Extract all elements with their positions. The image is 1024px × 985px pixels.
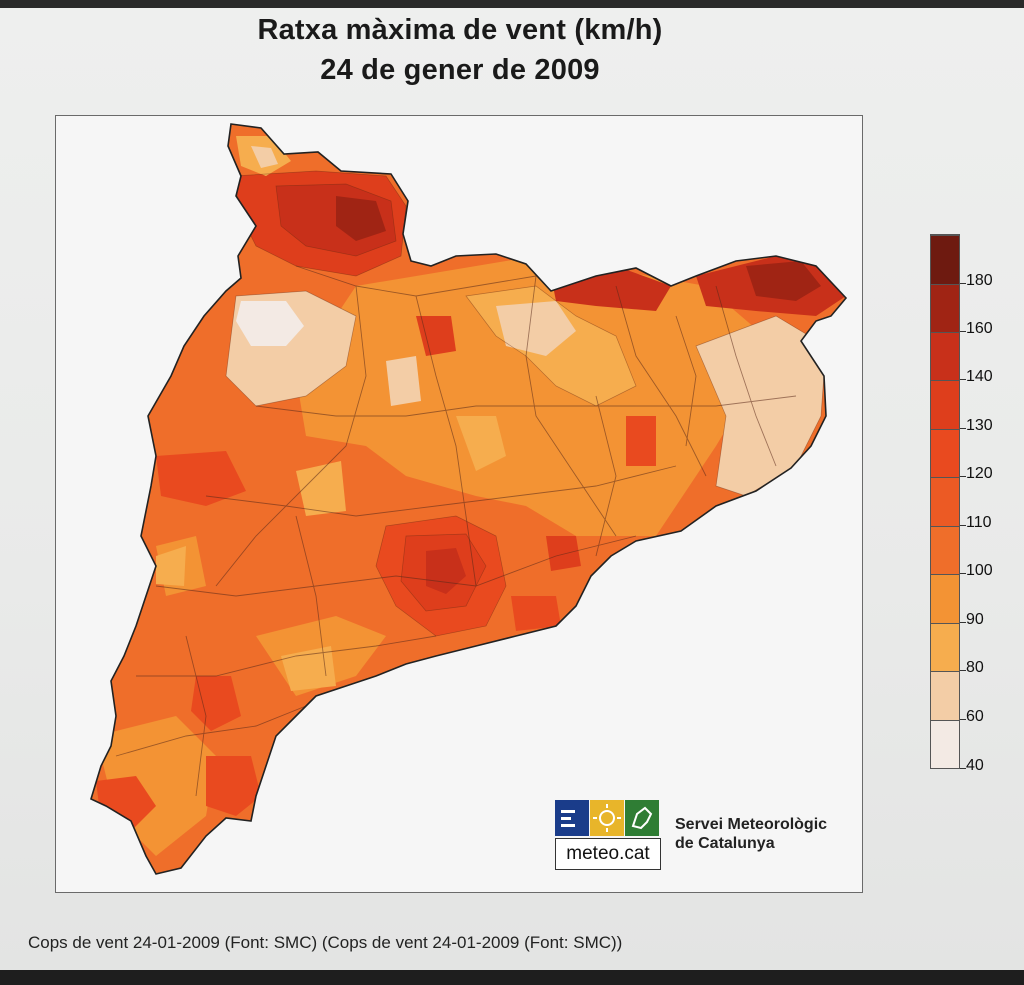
legend-tick xyxy=(960,573,966,574)
legend-label-90: 90 xyxy=(966,611,984,628)
field-130-140-maresme xyxy=(546,536,581,571)
map-date: 24 de gener de 2009 xyxy=(320,54,600,86)
legend-tick xyxy=(960,768,966,769)
field-80-90-coast xyxy=(281,646,336,691)
field-160-180-aran xyxy=(336,196,386,241)
legend-label-80: 80 xyxy=(966,659,984,676)
legend-label-160: 160 xyxy=(966,320,993,337)
comarca-boundaries xyxy=(115,265,797,797)
field-130-140-osona xyxy=(416,316,456,356)
legend-label-180: 180 xyxy=(966,272,993,289)
legend-bin-10 xyxy=(931,720,959,768)
legend-bin-9 xyxy=(931,671,959,720)
field-80-90-islet xyxy=(296,461,346,516)
legend-tick xyxy=(960,719,966,720)
field-120-130-barcelona xyxy=(511,596,561,631)
legend-tick xyxy=(960,428,966,429)
wind-gust-map xyxy=(90,123,848,875)
legend-bin-5 xyxy=(931,477,959,526)
field-120-130-prades xyxy=(191,676,241,731)
legend-label-40: 40 xyxy=(966,757,984,774)
sun-icon xyxy=(590,800,624,836)
legend-tick xyxy=(960,525,966,526)
organization-name: Servei Meteorològic de Catalunya xyxy=(675,815,827,853)
legend-tick xyxy=(960,670,966,671)
field-60-80-east xyxy=(696,316,826,496)
field-80-90-west xyxy=(156,546,186,586)
screen-top-edge xyxy=(0,0,1024,8)
legend-bin-4 xyxy=(931,429,959,477)
legend-bin-6 xyxy=(931,526,959,574)
screen-bottom-edge xyxy=(0,970,1024,985)
legend-bin-0 xyxy=(931,235,959,284)
figure-caption: Cops de vent 24-01-2009 (Font: SMC) (Cop… xyxy=(28,933,623,952)
organization-line2: de Catalunya xyxy=(675,835,775,852)
legend-color-bar xyxy=(930,234,960,769)
legend-tick xyxy=(960,379,966,380)
legend-bin-3 xyxy=(931,380,959,429)
map-title: Ratxa màxima de vent (km/h) xyxy=(257,14,663,46)
legend-bin-1 xyxy=(931,284,959,332)
organization-line1: Servei Meteorològic xyxy=(675,816,828,833)
legend-label-130: 130 xyxy=(966,417,993,434)
field-60-80-pyrenees xyxy=(496,301,576,356)
meteocat-logo: meteo.cat xyxy=(555,800,661,870)
field-120-130-girona xyxy=(626,416,656,466)
wind-field xyxy=(91,124,846,874)
legend-bin-8 xyxy=(931,623,959,671)
legend-tick xyxy=(960,331,966,332)
field-120-130-ebre xyxy=(206,756,261,816)
field-140-160-central xyxy=(426,548,466,594)
legend-label-110: 110 xyxy=(966,514,992,531)
legend-bin-2 xyxy=(931,332,959,380)
land-icon xyxy=(625,800,659,836)
catalonia-border xyxy=(90,123,848,875)
legend-label-120: 120 xyxy=(966,465,993,482)
logo-text: meteo.cat xyxy=(555,838,661,870)
legend-tick xyxy=(960,476,966,477)
legend-bin-7 xyxy=(931,574,959,623)
map-frame xyxy=(55,115,863,893)
field-120-130-lleida xyxy=(156,451,246,506)
field-60-80-aran-north xyxy=(251,146,278,168)
field-40-60-northwest xyxy=(236,301,304,346)
field-60-80-inner xyxy=(386,356,421,406)
field-160-180-emporda xyxy=(746,261,821,301)
legend-label-60: 60 xyxy=(966,708,984,725)
field-80-90-center xyxy=(456,416,506,471)
legend-label-140: 140 xyxy=(966,368,993,385)
legend-label-100: 100 xyxy=(966,562,993,579)
legend-tick xyxy=(960,622,966,623)
legend-tick xyxy=(960,283,966,284)
logo-tile-sea xyxy=(555,800,589,836)
